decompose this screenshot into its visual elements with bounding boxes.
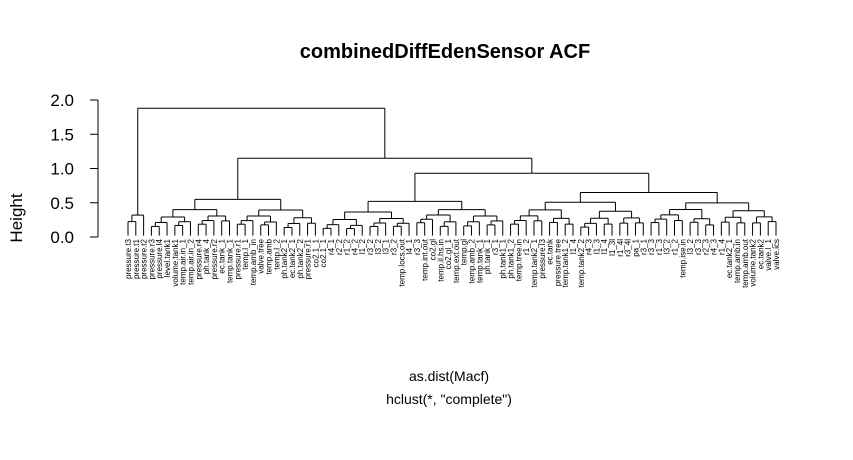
chart-title: combinedDiffEdenSensor ACF xyxy=(300,41,590,63)
leaf-label: r3_2 xyxy=(389,238,398,255)
leaf-label: l3_2 xyxy=(374,238,383,254)
x-axis-title: as.dist(Macf) xyxy=(409,368,489,384)
leaf-label: co2.1_1 xyxy=(311,238,320,267)
leaf-label: r1_2 xyxy=(343,238,352,255)
method-subtitle: hclust(*, "complete") xyxy=(386,391,512,407)
leaf-label: l1_3l xyxy=(608,239,617,256)
leaf-label: temp.locs.out xyxy=(397,238,406,286)
leaf-label: level.tank1 xyxy=(163,238,172,277)
leaf-label: r3_3 xyxy=(413,238,422,255)
leaf-label: ph.tank2_1 xyxy=(280,238,289,278)
y-tick-label: 1.5 xyxy=(50,125,74,144)
leaf-label: r3_3 xyxy=(647,238,656,255)
leaf-label: r1_4l xyxy=(616,239,625,257)
leaf-label: valve.ics xyxy=(772,239,781,270)
leaf-label: temp.amb_in xyxy=(249,239,258,285)
leaf-label: l1_3 xyxy=(592,238,601,254)
leaf-label: r3_4l xyxy=(624,239,633,257)
leaf-label: pressure.r3 xyxy=(147,238,156,279)
leaf-label: r4_3 xyxy=(710,238,719,255)
leaf-label: ph.tank1_2 xyxy=(507,238,516,278)
leaf-label: pressure.r1 xyxy=(304,238,313,279)
leaf-label: pressure.t2 xyxy=(140,238,149,279)
y-axis-title: Height xyxy=(7,193,26,242)
y-tick-label: 2.0 xyxy=(50,91,74,110)
leaf-label: r1_4 xyxy=(717,238,726,255)
leaf-label: temp.l_1 xyxy=(241,238,250,269)
leaf-label: temp.il.hs.in xyxy=(436,239,445,282)
leaf-label: temp.gl xyxy=(460,239,469,265)
leaf-label: ec.tank xyxy=(546,238,555,265)
leaf-label: ph.tank_1 xyxy=(483,238,492,274)
leaf-label: pressure.r2 xyxy=(210,238,219,279)
leaf-label: pressure.l3 xyxy=(538,238,547,278)
leaf-label: temp.tank2_1 xyxy=(530,238,539,287)
leaf-label: l1_4 xyxy=(600,238,609,254)
leaf-label: temp.amb.in xyxy=(733,239,742,283)
leaf-label: r1_3 xyxy=(655,238,664,255)
leaf-label: temp.amb.out xyxy=(741,238,750,288)
leaf-label: volume.tank2 xyxy=(749,238,758,286)
leaf-label: ec.tank2_1 xyxy=(288,238,297,278)
leaf-label: r3_2 xyxy=(366,238,375,255)
leaf-label: co2.gl_1 xyxy=(444,238,453,269)
leaf-label: ph.tank2_2 xyxy=(296,238,305,278)
leaf-label: temp.l_2 xyxy=(272,238,281,269)
leaf-label: ph.tank1_1 xyxy=(499,238,508,278)
y-tick-label: 1.0 xyxy=(50,160,74,179)
leaf-label: temp.amb_2 xyxy=(468,238,477,283)
leaf-label: l3_2 xyxy=(663,238,672,254)
leaf-label: valve.tree xyxy=(257,238,266,273)
leaf-label: temp.ext.out xyxy=(452,238,461,283)
leaf-label: temp.tree.in xyxy=(514,239,523,281)
leaf-label: l3_2 xyxy=(686,238,695,254)
y-tick-label: 0.5 xyxy=(50,194,74,213)
leaf-label: pressure.t1 xyxy=(132,238,141,279)
leaf-label: r4_3 xyxy=(585,238,594,255)
leaf-label: r3_1 xyxy=(491,238,500,255)
leaf-label: r2_3 xyxy=(702,238,711,255)
leaf-label: temp.tank_1 xyxy=(225,238,234,283)
leaf-label: co2.gl xyxy=(428,239,437,261)
leaf-label: temp.amb xyxy=(265,238,274,274)
leaf-label: ec.tank2_1 xyxy=(725,238,734,278)
leaf-label: temp.int.out xyxy=(421,238,430,281)
leaf-label: co2.1_1 xyxy=(319,238,328,267)
leaf-label: l1_4 xyxy=(569,238,578,254)
leaf-label: volume.tank1 xyxy=(171,238,180,286)
leaf-label: r4_2 xyxy=(350,238,359,255)
leaf-label: r3_1 xyxy=(639,238,648,255)
leaf-label: pa_1 xyxy=(631,238,640,256)
leaf-label: ph.tank_4 xyxy=(202,238,211,274)
y-tick-label: 0.0 xyxy=(50,228,74,247)
leaf-labels: pressure.t3pressure.t1pressure.t2pressur… xyxy=(124,238,781,288)
leaf-label: pressure.t3 xyxy=(124,238,133,279)
leaf-label: pressure.r1 xyxy=(233,238,242,279)
dendrogram-tree xyxy=(127,107,777,236)
leaf-label: temp.air.in_1 xyxy=(179,238,188,284)
leaf-label: r1_2 xyxy=(671,238,680,255)
leaf-label: l1_2 xyxy=(358,238,367,254)
leaf-label: temp.tank_1 xyxy=(475,238,484,283)
leaf-label: ec.tank2 xyxy=(756,238,765,269)
leaf-label: pressure.tree xyxy=(553,238,562,286)
leaf-label: valve.l_1 xyxy=(764,238,773,270)
leaf-label: r2_2 xyxy=(335,238,344,255)
leaf-label: r3_3 xyxy=(694,238,703,255)
leaf-label: r1_2 xyxy=(522,238,531,255)
leaf-label: ec.tank_1 xyxy=(218,238,227,273)
leaf-label: temp.tank1_2 xyxy=(561,238,570,287)
leaf-label: temp.tank2_2 xyxy=(577,238,586,287)
leaf-label: pressure.l4 xyxy=(155,238,164,278)
leaf-label: pressure.r4 xyxy=(194,238,203,279)
y-axis: 0.0 0.5 1.0 1.5 2.0 xyxy=(50,91,99,247)
leaf-label: temp.ise.in xyxy=(678,239,687,278)
leaf-label: temp.air.in_2 xyxy=(186,238,195,284)
leaf-label: l4_1 xyxy=(405,238,414,254)
leaf-label: r4_1 xyxy=(327,238,336,255)
leaf-label: l3_1 xyxy=(382,238,391,254)
